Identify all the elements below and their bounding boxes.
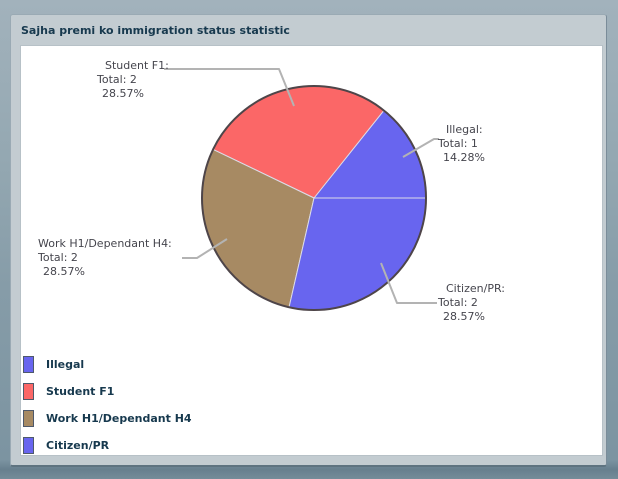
legend-swatch: [23, 356, 34, 373]
pie-label-student-f1: Student F1: Total: 2 28.57%: [97, 59, 169, 101]
pie-svg: [164, 68, 439, 311]
label-line-percent: 14.28%: [443, 151, 485, 164]
label-line-name: Work H1/Dependant H4:: [38, 237, 172, 250]
label-line-percent: 28.57%: [43, 265, 85, 278]
label-line-name: Citizen/PR:: [446, 282, 505, 295]
label-line-percent: 28.57%: [102, 87, 144, 100]
pie-chart-canvas: Student F1: Total: 2 28.57% Illegal: Tot…: [20, 45, 603, 456]
legend-item: Student F1: [23, 383, 192, 400]
label-line-percent: 28.57%: [443, 310, 485, 323]
legend-label: Work H1/Dependant H4: [46, 412, 192, 425]
label-line-total: Total: 2: [38, 251, 78, 264]
callout-line-citizen-pr: [380, 262, 437, 304]
legend-label: Citizen/PR: [46, 439, 110, 452]
pie-slices: [201, 85, 427, 311]
callout-lines: [164, 68, 439, 304]
label-line-name: Illegal:: [446, 123, 483, 136]
callout-line-work-h1: [182, 238, 228, 259]
legend-item: Work H1/Dependant H4: [23, 410, 192, 427]
statistics-panel: Sajha premi ko immigration status statis…: [10, 14, 607, 467]
legend-item: Illegal: [23, 356, 192, 373]
legend: Illegal Student F1 Work H1/Dependant H4 Cit…: [23, 356, 192, 464]
pie-label-work-h1: Work H1/Dependant H4: Total: 2 28.57%: [38, 237, 172, 279]
label-line-total: Total: 2: [438, 296, 478, 309]
legend-swatch: [23, 437, 34, 454]
pie-label-illegal: Illegal: Total: 1 14.28%: [438, 123, 485, 165]
legend-item: Citizen/PR: [23, 437, 192, 454]
legend-swatch: [23, 410, 34, 427]
pie-label-citizen-pr: Citizen/PR: Total: 2 28.57%: [438, 282, 505, 324]
callout-line-illegal: [402, 138, 439, 158]
label-line-name: Student F1:: [105, 59, 169, 72]
legend-swatch: [23, 383, 34, 400]
panel-title: Sajha premi ko immigration status statis…: [21, 24, 290, 37]
pie-outline: [201, 85, 427, 311]
legend-label: Student F1: [46, 385, 115, 398]
label-line-total: Total: 2: [97, 73, 137, 86]
callout-line-student-f1: [164, 68, 295, 107]
label-line-total: Total: 1: [438, 137, 478, 150]
legend-label: Illegal: [46, 358, 85, 371]
